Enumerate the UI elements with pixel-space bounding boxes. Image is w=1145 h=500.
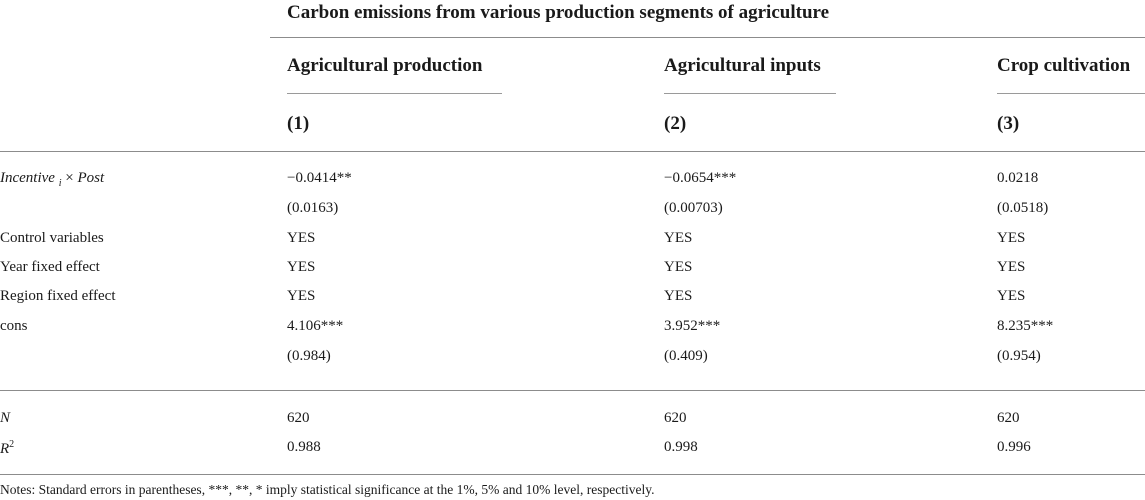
table-cell: 8.235*** <box>997 318 1054 334</box>
table-cell: −0.0414** <box>287 170 352 186</box>
column-number-3: (3) <box>997 113 1020 134</box>
row-label: Year fixed effect <box>0 259 100 275</box>
table-super-header: Carbon emissions from various production… <box>287 2 830 23</box>
table-bottom-rule <box>0 474 1145 475</box>
row-label: Control variables <box>0 230 104 246</box>
table-cell: YES <box>287 259 316 275</box>
row-label: Region fixed effect <box>0 288 116 304</box>
table-cell: (0.00703) <box>664 200 723 216</box>
column-header-2: Agricultural inputs <box>664 55 821 76</box>
column-2-underline <box>664 93 836 94</box>
table-cell: 620 <box>287 410 310 426</box>
table-cell: 0.0218 <box>997 170 1039 186</box>
table-cell: YES <box>997 259 1026 275</box>
column-header-3: Crop cultivation <box>997 55 1131 76</box>
row-label-n: N <box>0 410 11 426</box>
header-bottom-rule <box>0 151 1145 152</box>
table-cell: (0.0518) <box>997 200 1049 216</box>
column-1-underline <box>287 93 502 94</box>
table-cell: (0.984) <box>287 348 331 364</box>
table-cell: YES <box>997 288 1026 304</box>
column-3-underline <box>997 93 1145 94</box>
column-number-1: (1) <box>287 113 310 134</box>
table-cell: −0.0654*** <box>664 170 737 186</box>
stats-top-rule <box>0 390 1145 391</box>
column-number-2: (2) <box>664 113 687 134</box>
super-header-rule <box>270 37 1145 38</box>
table-cell: 0.998 <box>664 439 698 455</box>
table-cell: (0.409) <box>664 348 708 364</box>
table-cell: YES <box>664 288 693 304</box>
table-cell: (0.954) <box>997 348 1041 364</box>
table-cell: YES <box>997 230 1026 246</box>
table-cell: 0.988 <box>287 439 321 455</box>
table-cell: (0.0163) <box>287 200 339 216</box>
table-notes: Notes: Standard errors in parentheses, *… <box>0 482 655 497</box>
table-cell: YES <box>664 259 693 275</box>
table-cell: 620 <box>997 410 1020 426</box>
table-cell: YES <box>287 230 316 246</box>
row-label-interaction: Incentive i × Post <box>0 170 105 189</box>
table-cell: 620 <box>664 410 687 426</box>
table-cell: 4.106*** <box>287 318 344 334</box>
column-header-1: Agricultural production <box>287 55 483 76</box>
row-label: cons <box>0 318 28 334</box>
table-cell: 0.996 <box>997 439 1031 455</box>
table-cell: YES <box>664 230 693 246</box>
table-cell: 3.952*** <box>664 318 721 334</box>
table-cell: YES <box>287 288 316 304</box>
row-label-r-squared: R2 <box>0 439 15 457</box>
